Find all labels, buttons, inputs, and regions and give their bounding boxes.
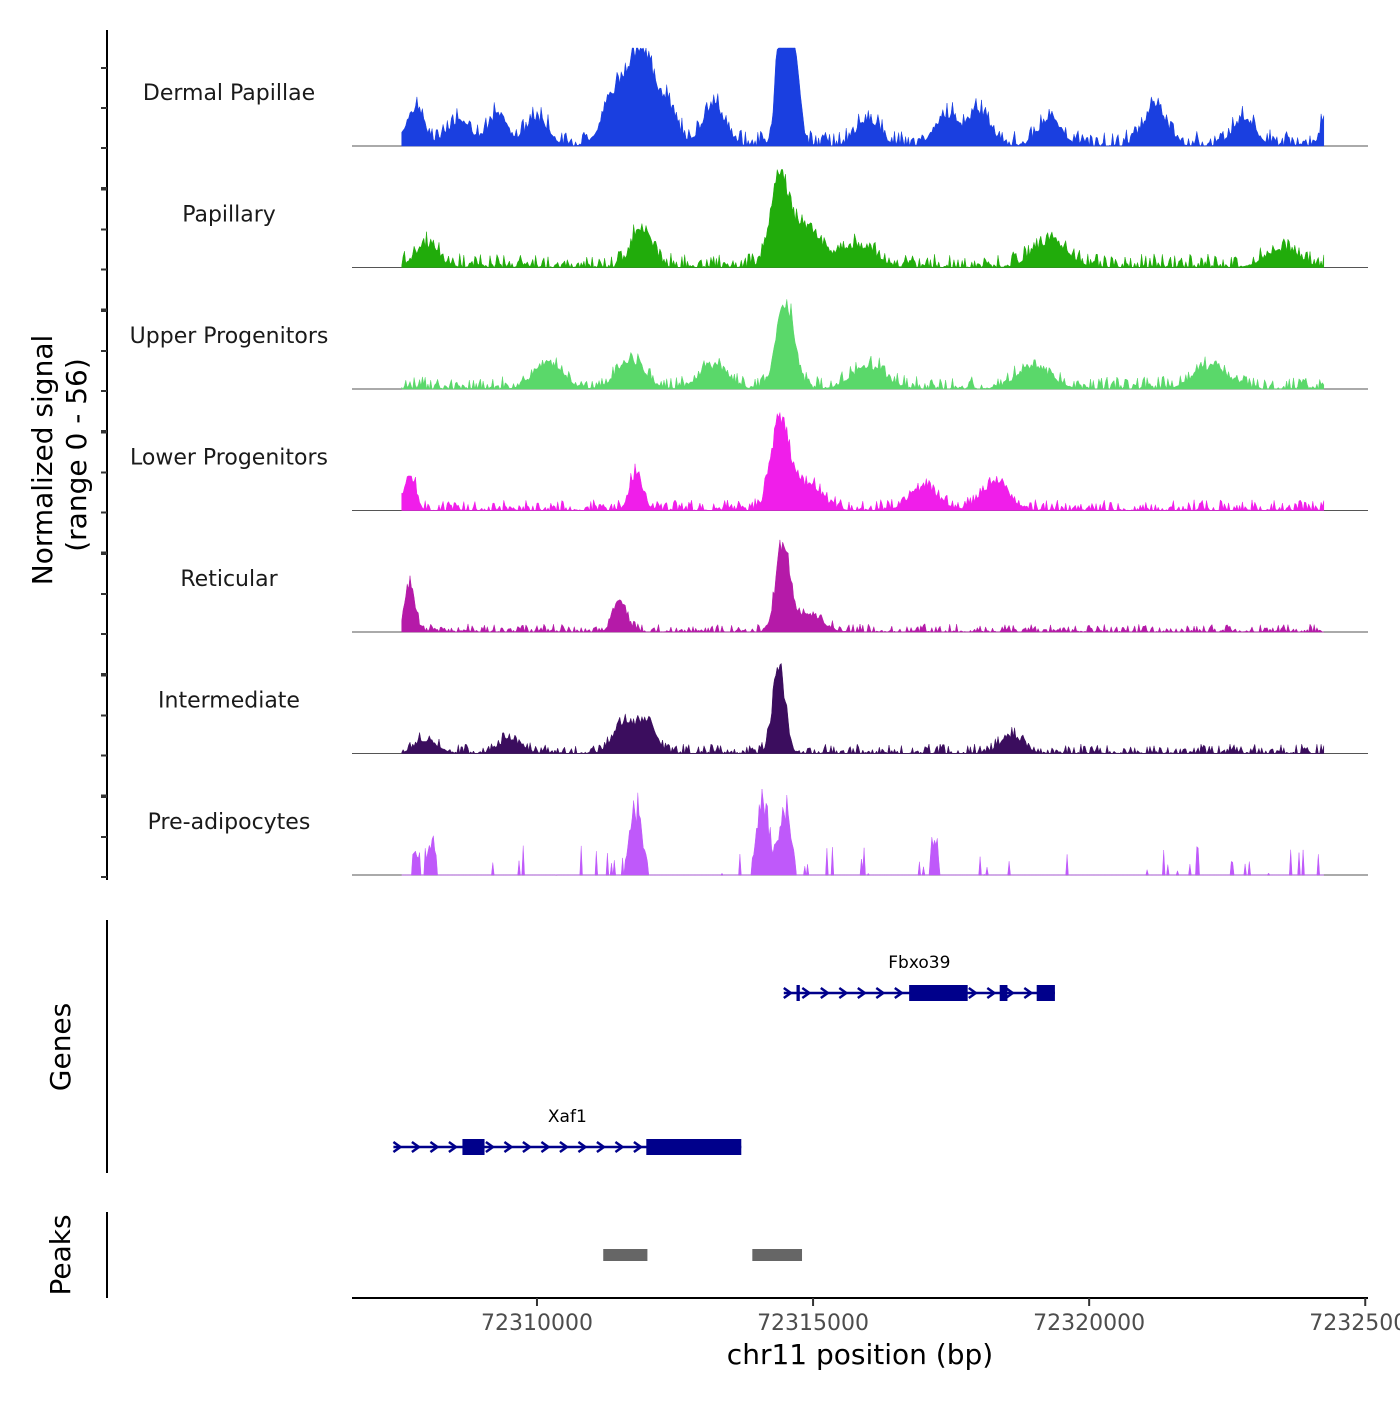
x-tick-label: 72310000 — [481, 1311, 593, 1336]
exon-xaf1 — [646, 1139, 742, 1155]
strand-arrow-icon — [633, 1140, 644, 1154]
strand-arrow-icon — [411, 1140, 422, 1154]
x-axis-title: chr11 position (bp) — [727, 1338, 993, 1371]
track-label-papillary: Papillary — [182, 203, 276, 228]
strand-arrow-icon — [540, 1140, 551, 1154]
peak-region — [603, 1249, 648, 1261]
x-tick-label: 72315000 — [757, 1311, 869, 1336]
coverage-tracks: Dermal Papillae Papillary Upper Progenitor… — [130, 47, 1368, 876]
coverage-area-pre-adipocytes — [401, 788, 1324, 876]
track-upper-progenitors: Upper Progenitors — [130, 299, 1368, 390]
track-label-lower-progenitors: Lower Progenitors — [130, 446, 328, 471]
strand-arrow-icon — [986, 986, 997, 1000]
x-tick-label: 72325000 — [1309, 1311, 1400, 1336]
strand-arrow-icon — [503, 1140, 514, 1154]
coverage-area-reticular — [401, 539, 1324, 633]
coverage-area-intermediate — [401, 662, 1325, 755]
gene-label-fbxo39: Fbxo39 — [888, 953, 950, 973]
track-intermediate: Intermediate — [158, 662, 1368, 755]
track-lower-progenitors: Lower Progenitors — [130, 412, 1368, 512]
coverage-area-dermal-papillae — [401, 47, 1325, 147]
strand-arrow-icon — [968, 986, 978, 1000]
strand-arrow-icon — [429, 1140, 440, 1154]
strand-arrow-icon — [448, 1140, 459, 1154]
gene-fbxo39: Fbxo39 — [783, 953, 1055, 1001]
track-reticular: Reticular — [180, 539, 1368, 633]
strand-arrow-icon — [838, 986, 849, 1000]
exon-fbxo39 — [796, 985, 800, 1001]
coverage-area-lower-progenitors — [401, 412, 1325, 512]
gene-models: Fbxo39 Xaf1 — [392, 953, 1055, 1155]
peaks-panel-title: Peaks — [44, 1214, 77, 1295]
strand-arrow-icon — [820, 986, 830, 1000]
strand-arrow-icon — [857, 986, 867, 1000]
track-label-dermal-papillae: Dermal Papillae — [143, 81, 315, 106]
strand-arrow-icon — [577, 1140, 588, 1154]
genes-panel-title: Genes — [44, 1003, 77, 1091]
strand-arrow-icon — [875, 986, 886, 1000]
exon-fbxo39 — [909, 985, 968, 1001]
strand-arrow-icon — [485, 1140, 496, 1154]
peak-regions — [603, 1249, 803, 1261]
coverage-area-papillary — [401, 169, 1325, 269]
y-axis-title: Normalized signal — [26, 335, 59, 586]
exon-xaf1 — [462, 1139, 485, 1155]
peak-region — [752, 1249, 803, 1261]
strand-arrow-icon — [614, 1140, 625, 1154]
strand-arrow-icon — [392, 1140, 403, 1154]
track-label-reticular: Reticular — [180, 567, 278, 592]
gene-xaf1: Xaf1 — [392, 1107, 742, 1155]
strand-arrow-icon — [801, 986, 812, 1000]
track-label-pre-adipocytes: Pre-adipocytes — [148, 810, 311, 835]
track-dermal-papillae: Dermal Papillae — [143, 47, 1368, 147]
strand-arrow-icon — [559, 1140, 570, 1154]
gene-label-xaf1: Xaf1 — [548, 1107, 587, 1127]
track-pre-adipocytes: Pre-adipocytes — [148, 788, 1368, 876]
x-axis-ticks: 72310000 72315000 72320000 72325000 — [481, 1298, 1400, 1336]
coverage-y-ticks — [101, 67, 107, 878]
strand-arrow-icon — [1023, 986, 1034, 1000]
y-axis-range-title: (range 0 - 56) — [60, 358, 93, 552]
track-papillary: Papillary — [182, 169, 1368, 269]
exon-fbxo39 — [1036, 985, 1055, 1001]
exon-fbxo39 — [999, 985, 1008, 1001]
x-tick-label: 72320000 — [1033, 1311, 1145, 1336]
strand-arrow-icon — [1005, 986, 1015, 1000]
track-label-intermediate: Intermediate — [158, 689, 300, 714]
strand-arrow-icon — [783, 986, 793, 1000]
strand-arrow-icon — [894, 986, 904, 1000]
track-label-upper-progenitors: Upper Progenitors — [130, 324, 329, 349]
coverage-area-upper-progenitors — [401, 299, 1325, 390]
strand-arrow-icon — [522, 1140, 533, 1154]
strand-arrow-icon — [596, 1140, 607, 1154]
